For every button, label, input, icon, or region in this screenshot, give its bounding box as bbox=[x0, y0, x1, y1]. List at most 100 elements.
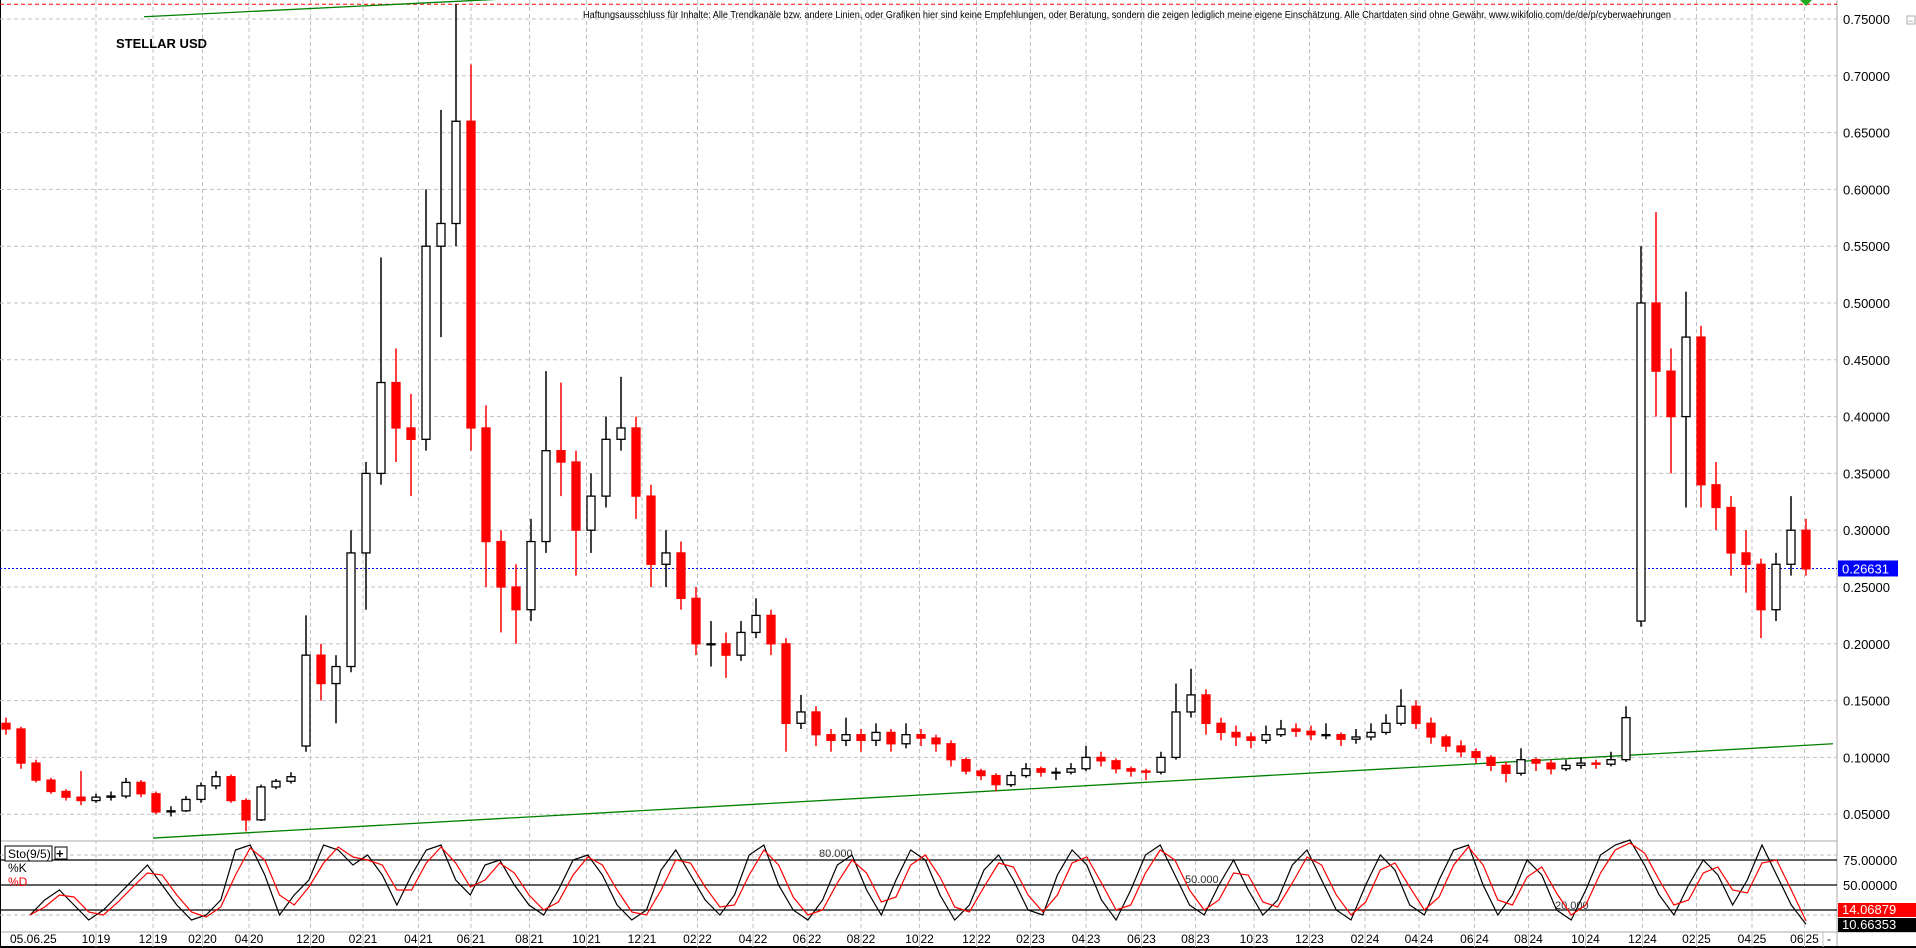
indicator-label-box[interactable]: Sto(9/5) bbox=[4, 845, 53, 862]
candle-down bbox=[1036, 766, 1046, 777]
candle-up bbox=[1321, 723, 1331, 740]
candle-body bbox=[391, 381, 401, 429]
candle-up bbox=[181, 796, 191, 812]
x-tick-year: 21 bbox=[643, 932, 657, 946]
candle-body bbox=[196, 785, 206, 801]
candle-up bbox=[1156, 751, 1166, 775]
candle-up bbox=[1606, 751, 1616, 767]
candle-body bbox=[451, 120, 461, 225]
candle-body bbox=[616, 427, 626, 440]
candle-up bbox=[1636, 246, 1646, 627]
x-tick-year: 23 bbox=[1197, 932, 1211, 946]
candle-body bbox=[496, 540, 506, 588]
candle-body bbox=[166, 810, 176, 813]
candle-up bbox=[256, 784, 266, 822]
candle-down bbox=[1471, 748, 1481, 764]
candle-body bbox=[1666, 370, 1676, 418]
x-tick-month: 08 bbox=[515, 932, 529, 946]
indicator-label: Sto(9/5) bbox=[8, 847, 51, 861]
candle-body bbox=[1036, 768, 1046, 773]
candle-body bbox=[1231, 731, 1241, 738]
add-indicator-button[interactable]: + bbox=[54, 846, 68, 861]
candle-up bbox=[1771, 552, 1781, 622]
candle-body bbox=[211, 776, 221, 787]
x-tick-year: 21 bbox=[472, 932, 486, 946]
candle-body bbox=[1096, 756, 1106, 762]
candle-up bbox=[1186, 668, 1196, 718]
candle-down bbox=[991, 773, 1001, 792]
x-tick-year: 23 bbox=[1255, 932, 1269, 946]
candle-body bbox=[1276, 728, 1286, 736]
candle-down bbox=[1741, 530, 1751, 593]
candle-up bbox=[211, 771, 221, 790]
candle-down bbox=[511, 564, 521, 644]
candle-body bbox=[1366, 731, 1376, 738]
candle-up bbox=[91, 793, 101, 803]
candle-up bbox=[751, 598, 761, 639]
candle-down bbox=[856, 729, 866, 752]
candle-body bbox=[1, 722, 11, 730]
candle-down bbox=[1411, 700, 1421, 729]
x-tick-year: 24 bbox=[1476, 932, 1490, 946]
x-tick-month: 12 bbox=[1628, 932, 1642, 946]
candle-body bbox=[946, 743, 956, 761]
candle-down bbox=[691, 587, 701, 656]
candle-body bbox=[1786, 529, 1796, 565]
candle-body bbox=[1726, 506, 1736, 554]
x-tick-month: 10 bbox=[82, 932, 96, 946]
candle-body bbox=[1396, 705, 1406, 724]
candle-body bbox=[1186, 694, 1196, 713]
candle-body bbox=[976, 770, 986, 777]
candle-body bbox=[121, 781, 131, 797]
candle-up bbox=[736, 621, 746, 661]
candle-down bbox=[1801, 518, 1811, 576]
candle-body bbox=[436, 222, 446, 247]
candle-body bbox=[1501, 764, 1511, 774]
candle-up bbox=[1276, 719, 1286, 737]
candle-down bbox=[1231, 725, 1241, 747]
candle-up bbox=[796, 694, 806, 729]
y-tick-label: 0.30000 bbox=[1843, 523, 1890, 538]
candle-body bbox=[1456, 745, 1466, 753]
x-tick-month: 02 bbox=[1682, 932, 1696, 946]
candle-up bbox=[1066, 763, 1076, 775]
candle-body bbox=[796, 711, 806, 724]
candle-down bbox=[1486, 755, 1496, 772]
candle-body bbox=[1591, 762, 1601, 765]
candle-body bbox=[511, 586, 521, 611]
candle-body bbox=[1171, 711, 1181, 759]
candle-down bbox=[1651, 212, 1661, 417]
candle-up bbox=[166, 806, 176, 817]
candle-down bbox=[1546, 759, 1556, 775]
candle-up bbox=[1621, 706, 1631, 762]
candle-up bbox=[271, 778, 281, 790]
candle-body bbox=[286, 776, 296, 782]
x-tick-month: 12 bbox=[962, 932, 976, 946]
candle-down bbox=[226, 774, 236, 803]
candle-body bbox=[301, 654, 311, 747]
stoch-d-value: 14.06879 bbox=[1842, 902, 1896, 917]
y-tick-label: 0.35000 bbox=[1843, 466, 1890, 481]
candle-down bbox=[1726, 496, 1736, 576]
candle-body bbox=[1651, 302, 1661, 372]
candle-body bbox=[871, 731, 881, 742]
x-tick-month: 10 bbox=[572, 932, 586, 946]
x-tick-month: 04 bbox=[739, 932, 753, 946]
candle-body bbox=[1411, 705, 1421, 724]
x-tick-year: 22 bbox=[921, 932, 935, 946]
candle-body bbox=[886, 731, 896, 745]
x-tick-year: 20 bbox=[250, 932, 264, 946]
candle-down bbox=[916, 729, 926, 747]
candle-down bbox=[1096, 751, 1106, 767]
candles bbox=[1, 4, 1811, 832]
candle-body bbox=[526, 540, 536, 611]
collapse-button[interactable]: − bbox=[1906, 15, 1916, 26]
x-tick-year: 25 bbox=[1698, 932, 1712, 946]
candle-up bbox=[436, 109, 446, 338]
candle-down bbox=[1246, 732, 1256, 749]
candle-down bbox=[1126, 766, 1136, 777]
candle-body bbox=[586, 495, 596, 531]
x-tick-year: 20 bbox=[312, 932, 326, 946]
candle-body bbox=[1321, 734, 1331, 737]
